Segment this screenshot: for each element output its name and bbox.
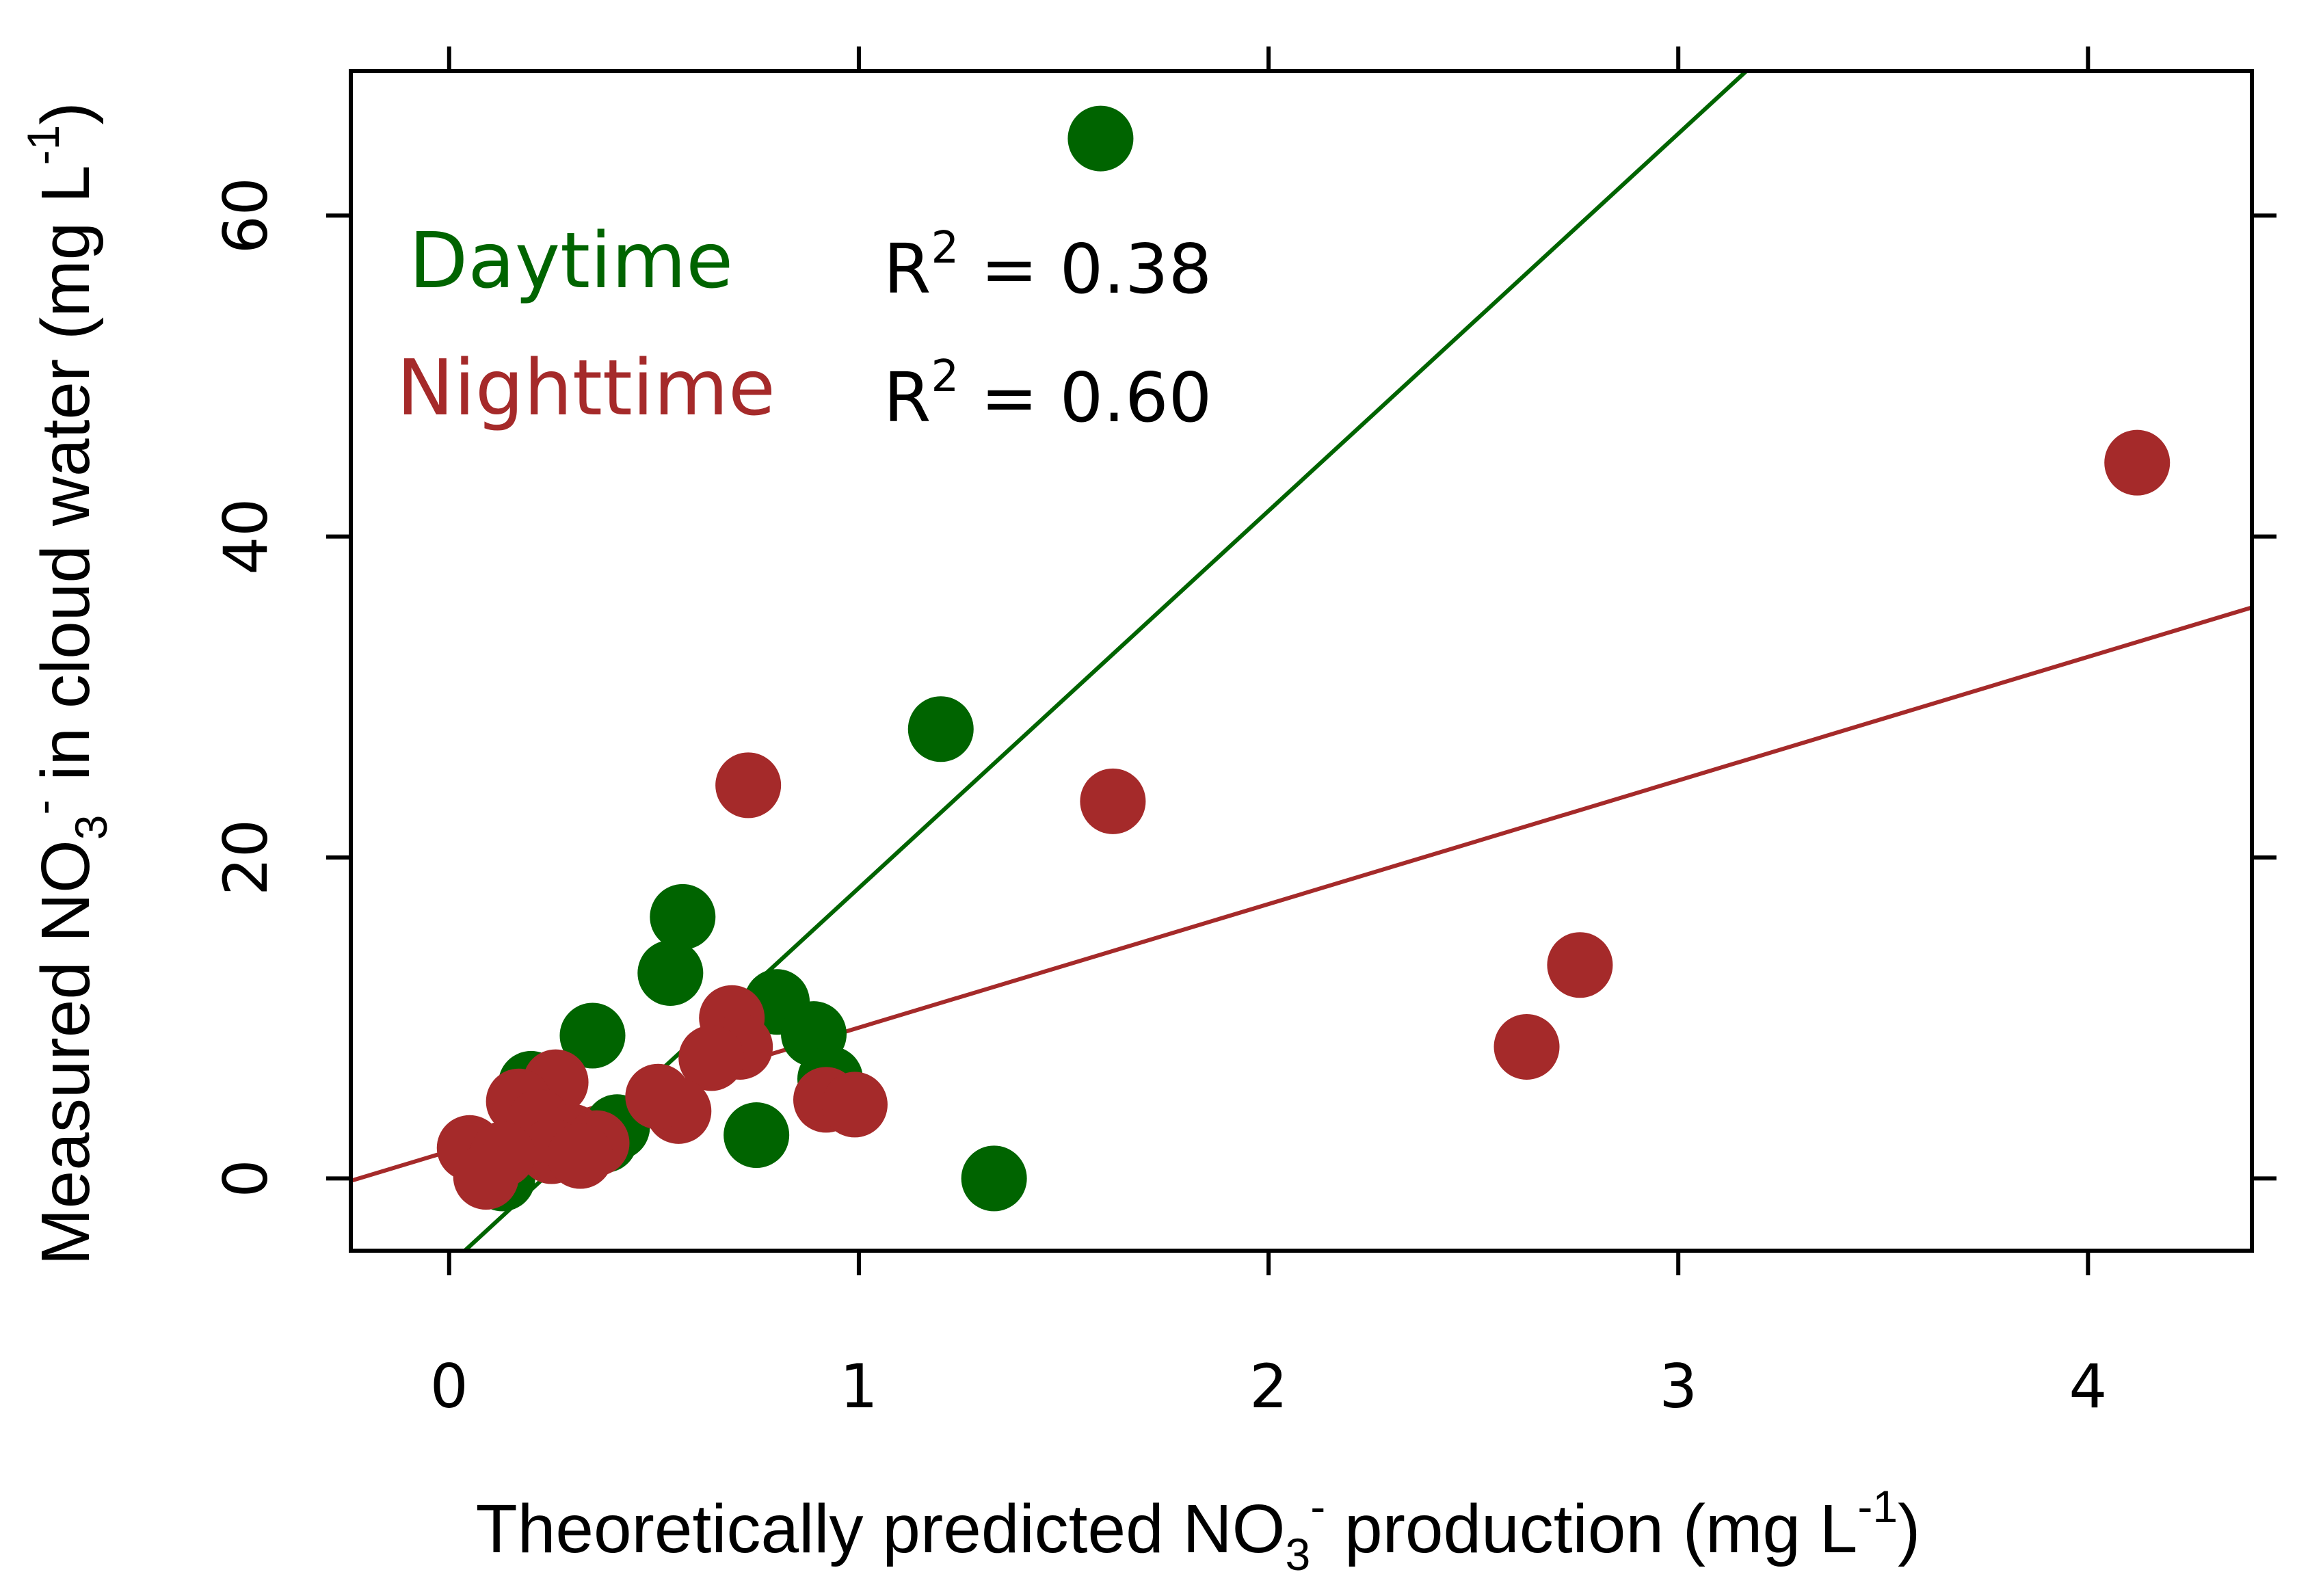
- fit-line-daytime: [463, 69, 1748, 1253]
- point-daytime: [907, 696, 974, 762]
- legend-label-daytime: Daytime: [409, 217, 733, 306]
- point-nighttime: [678, 1025, 745, 1091]
- plot-frame: [349, 69, 2254, 1253]
- y-tick-label: 40: [211, 498, 281, 575]
- y-axis-ticks: 0 20 40 60: [211, 177, 2276, 1197]
- point-nighttime: [625, 1063, 691, 1130]
- x-tick-label: 2: [1249, 1351, 1288, 1422]
- r2-nighttime: R2 = 0.60: [884, 351, 1212, 438]
- point-daytime: [650, 883, 716, 950]
- point-daytime: [724, 1102, 790, 1169]
- legend: Daytime Nighttime R2 = 0.38 R2 = 0.60: [397, 217, 1212, 438]
- plot-area: [351, 71, 2252, 1251]
- r2-daytime: R2 = 0.38: [884, 223, 1212, 309]
- x-tick-label: 3: [1659, 1351, 1697, 1422]
- y-axis-title: Measured NO3- in cloud water (mg L-1): [18, 102, 116, 1265]
- y-tick-label: 20: [211, 819, 281, 896]
- y-tick-label: 60: [211, 177, 281, 254]
- legend-label-nighttime: Nighttime: [397, 344, 775, 433]
- point-daytime: [559, 1002, 626, 1069]
- point-daytime: [637, 940, 704, 1006]
- point-nighttime: [821, 1072, 888, 1138]
- point-nighttime: [2104, 429, 2171, 496]
- data-points: [436, 105, 2171, 1212]
- x-axis-title: Theoretically predicted NO3- production …: [476, 1481, 1921, 1580]
- point-nighttime: [1547, 932, 1613, 998]
- x-tick-label: 0: [430, 1351, 468, 1422]
- point-daytime: [961, 1145, 1027, 1212]
- x-axis-ticks: 0 1 2 3 4: [430, 46, 2107, 1422]
- y-tick-label: 0: [211, 1159, 281, 1197]
- x-tick-label: 4: [2069, 1351, 2107, 1422]
- x-tick-label: 1: [840, 1351, 878, 1422]
- point-nighttime: [453, 1144, 519, 1210]
- point-nighttime: [1494, 1013, 1560, 1080]
- point-nighttime: [547, 1123, 613, 1189]
- point-nighttime: [1080, 768, 1146, 834]
- point-daytime: [1067, 105, 1134, 172]
- point-nighttime: [715, 752, 782, 819]
